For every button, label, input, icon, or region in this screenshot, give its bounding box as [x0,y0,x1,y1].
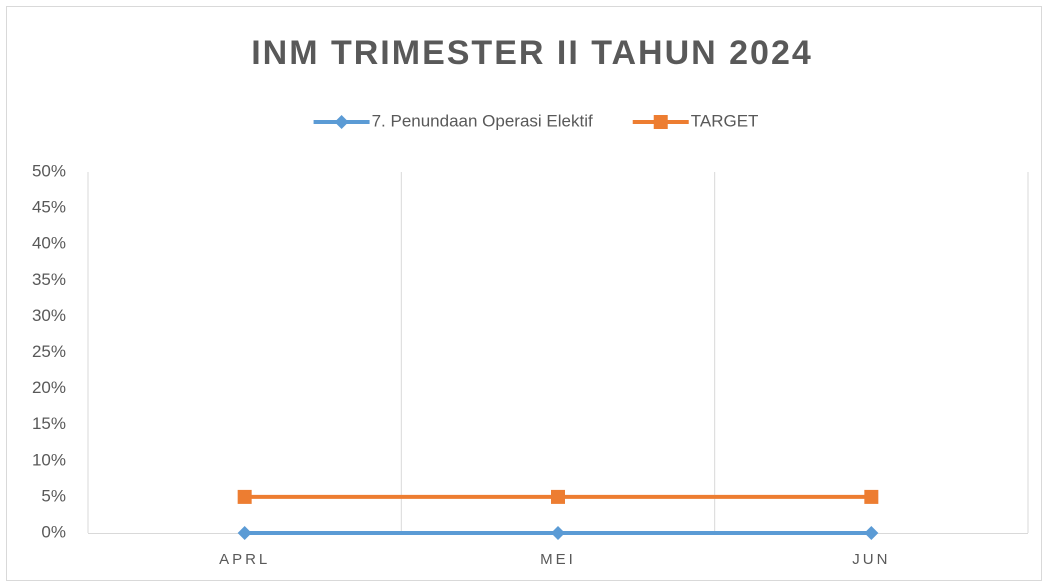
y-tick-label: 10% [32,450,66,469]
series-marker [864,526,879,540]
x-tick-label: APRL [219,551,270,568]
series-marker [237,526,252,540]
chart-title: INM TRIMESTER II TAHUN 2024 [251,34,813,72]
chart-border [6,6,1042,581]
y-tick-label: 0% [41,522,66,541]
y-tick-label: 20% [32,378,66,397]
legend-marker [334,115,349,129]
series-marker [551,489,565,504]
y-tick-label: 30% [32,306,66,325]
y-tick-label: 15% [32,414,66,433]
legend-label: TARGET [691,111,759,130]
x-tick-label: MEI [540,551,576,568]
x-tick-label: JUN [852,551,890,568]
series-marker [237,489,252,504]
y-tick-label: 5% [41,486,66,505]
y-tick-label: 25% [32,342,66,361]
legend-marker [653,115,668,129]
series-marker [551,526,565,540]
y-tick-label: 45% [32,198,66,217]
y-tick-label: 35% [32,270,66,289]
legend-label: 7. Penundaan Operasi Elektif [372,111,593,130]
series-marker [864,489,879,504]
y-tick-label: 40% [32,234,66,253]
y-tick-label: 50% [32,161,66,180]
